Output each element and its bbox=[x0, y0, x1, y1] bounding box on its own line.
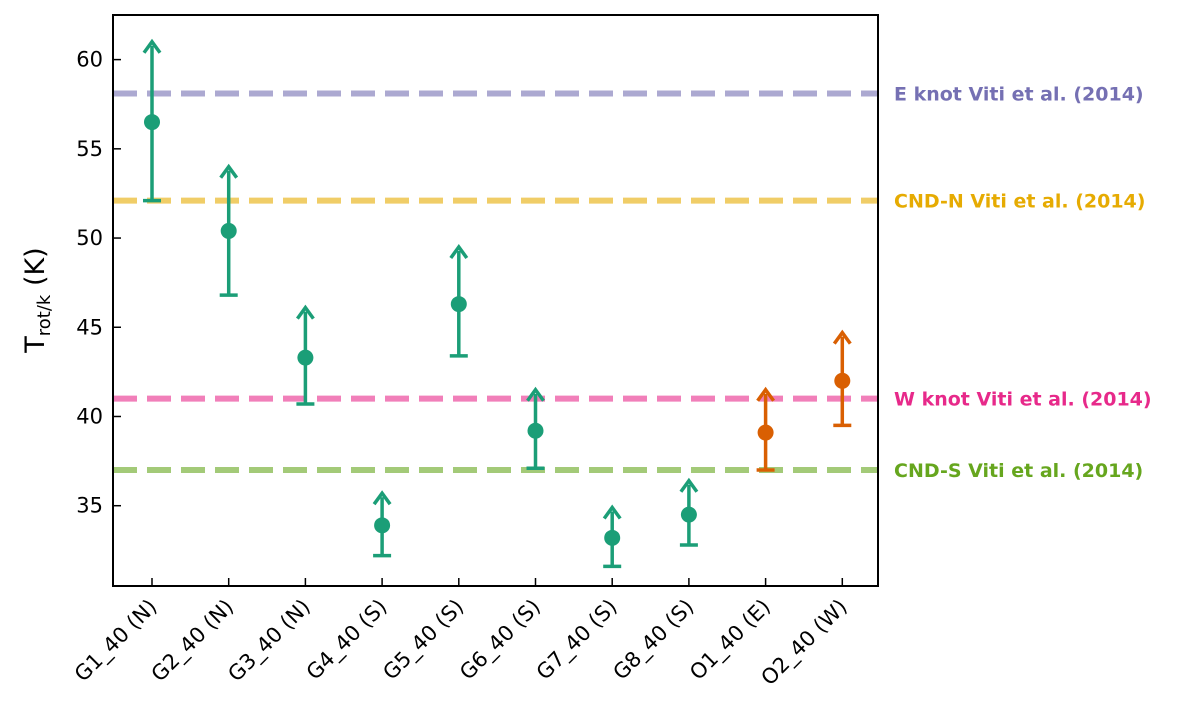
x-tick-label: G4_40 (S) bbox=[302, 595, 393, 686]
y-axis-label: Trot/k (K) bbox=[20, 247, 55, 353]
lower-limit-arrow bbox=[602, 504, 622, 520]
y-axis-label-main: T bbox=[20, 336, 51, 354]
reference-line-label: CND-S Viti et al. (2014) bbox=[894, 460, 1143, 482]
reference-line-label: E knot Viti et al. (2014) bbox=[894, 84, 1144, 106]
reference-line-label: CND-N Viti et al. (2014) bbox=[894, 191, 1145, 213]
lower-limit-arrow bbox=[372, 490, 392, 506]
lower-limit-arrow bbox=[142, 38, 162, 54]
data-point bbox=[757, 424, 774, 441]
x-tick-label: G5_40 (S) bbox=[378, 595, 469, 686]
error-bars bbox=[142, 38, 852, 569]
data-point bbox=[834, 372, 851, 389]
y-tick-label: 60 bbox=[76, 48, 103, 72]
data-point bbox=[144, 114, 160, 131]
x-tick-label: G8_40 (S) bbox=[608, 595, 699, 686]
lower-limit-arrow bbox=[449, 243, 469, 259]
data-point bbox=[604, 529, 621, 546]
lower-limit-arrow bbox=[526, 386, 545, 402]
y-tick-label: 45 bbox=[76, 315, 103, 339]
data-point bbox=[680, 506, 697, 523]
x-tick-label: G6_40 (S) bbox=[455, 595, 546, 686]
data-point bbox=[220, 222, 237, 239]
x-tick-label: G2_40 (N) bbox=[147, 595, 239, 687]
y-tick-label: 55 bbox=[76, 137, 103, 161]
lower-limit-arrow bbox=[219, 163, 239, 179]
data-point bbox=[527, 422, 544, 439]
y-axis-label-unit: (K) bbox=[20, 247, 51, 294]
lower-limit-arrow bbox=[295, 304, 315, 320]
x-tick-label: G7_40 (S) bbox=[532, 595, 623, 686]
y-axis-label-sub: rot/k bbox=[34, 294, 55, 336]
data-point bbox=[450, 296, 467, 313]
data-point bbox=[374, 517, 391, 534]
reference-line-label: W knot Viti et al. (2014) bbox=[894, 389, 1152, 411]
y-tick-label: 40 bbox=[76, 404, 103, 428]
y-axis-ticks: 35 40 45 50 55 60 bbox=[76, 48, 121, 518]
x-tick-label: G3_40 (N) bbox=[223, 595, 315, 687]
data-point bbox=[297, 349, 314, 366]
lower-limit-arrow bbox=[832, 329, 852, 345]
data-points bbox=[144, 114, 851, 546]
reference-labels: E knot Viti et al. (2014) CND-N Viti et a… bbox=[894, 84, 1152, 483]
x-tick-label: G1_40 (N) bbox=[70, 595, 162, 687]
x-axis-ticks: G1_40 (N)G2_40 (N)G3_40 (N)G4_40 (S)G5_4… bbox=[70, 578, 853, 691]
lower-limit-arrow bbox=[756, 386, 776, 402]
y-tick-label: 50 bbox=[76, 226, 103, 250]
y-tick-label: 35 bbox=[76, 494, 103, 518]
reference-lines bbox=[113, 90, 878, 474]
lower-limit-arrow bbox=[679, 477, 699, 493]
plot-frame bbox=[112, 14, 879, 587]
